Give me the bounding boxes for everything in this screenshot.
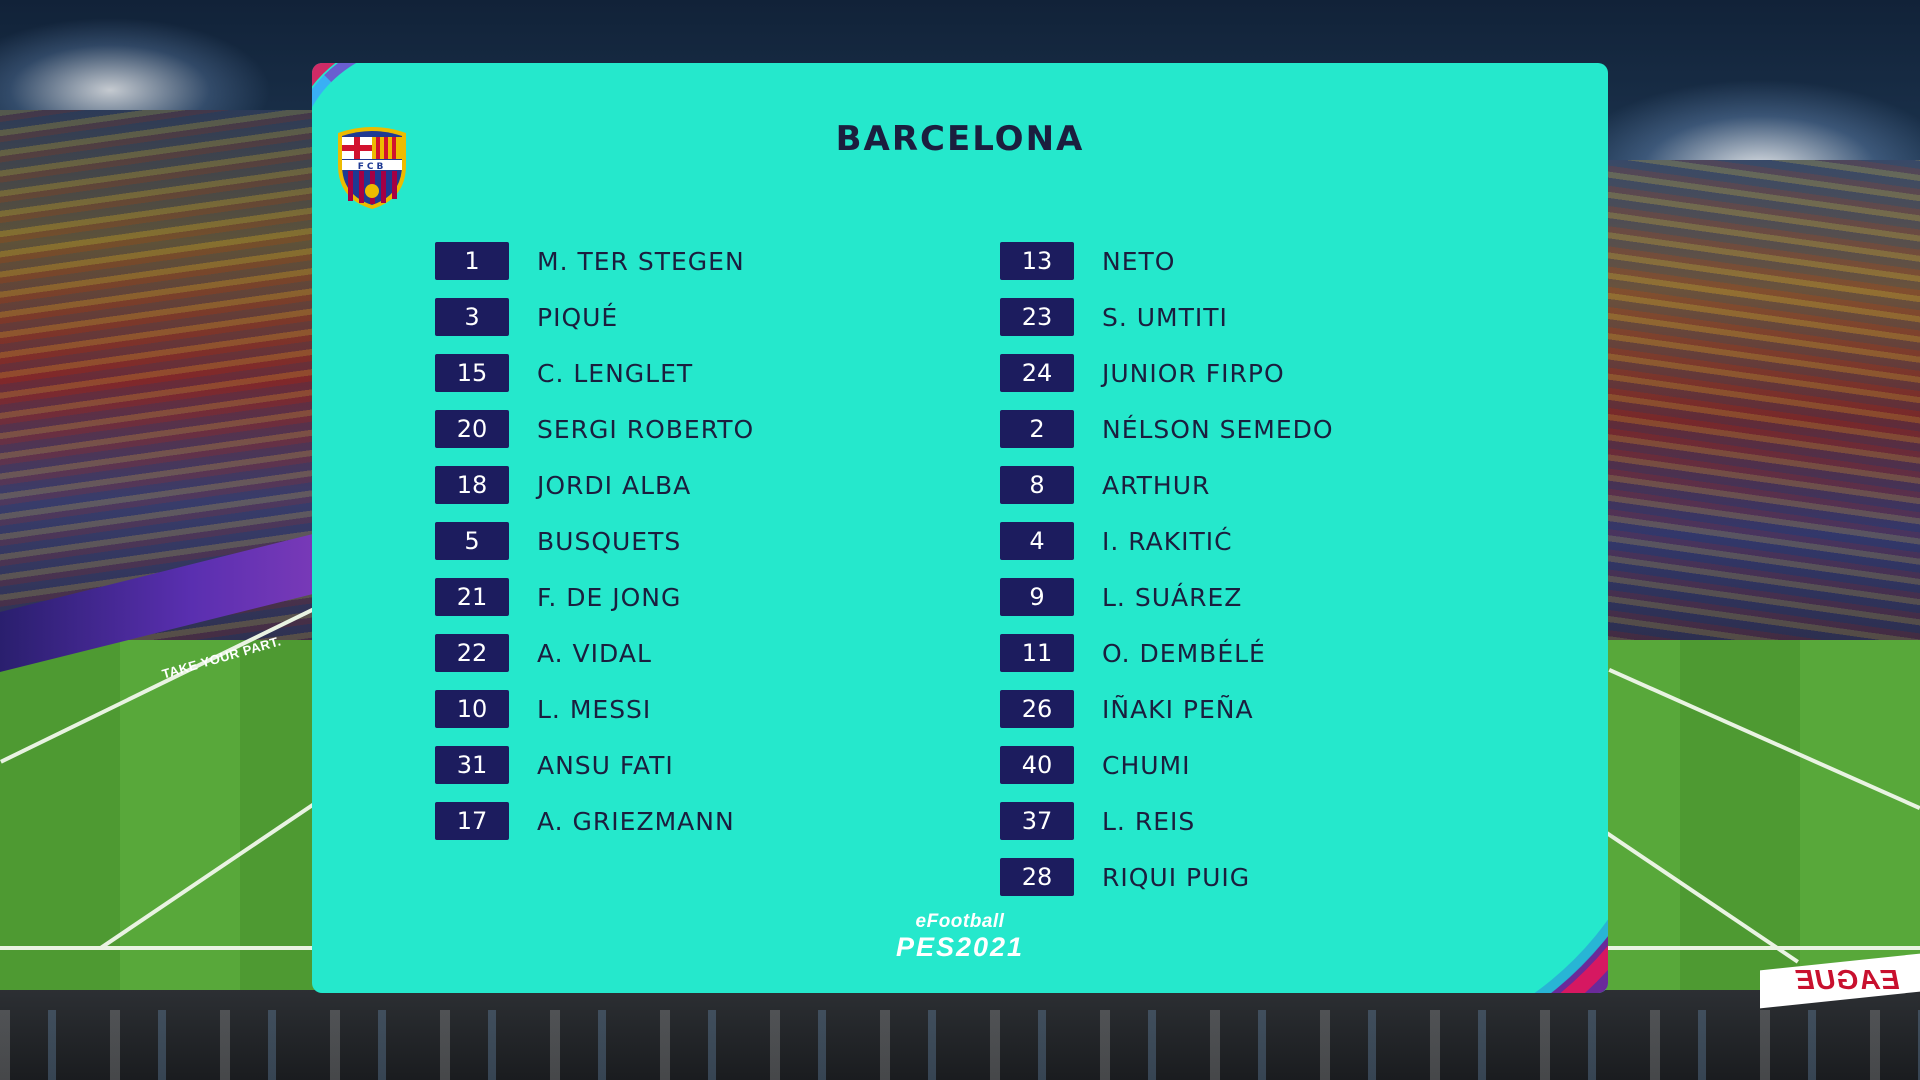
player-row: 26 IÑAKI PEÑA bbox=[1000, 681, 1334, 737]
player-row: 10 L. MESSI bbox=[435, 681, 754, 737]
pes2021-logo-text: PES2021 bbox=[895, 932, 1025, 962]
player-row: 8 ARTHUR bbox=[1000, 457, 1334, 513]
player-number: 31 bbox=[435, 746, 509, 784]
player-name: CHUMI bbox=[1102, 750, 1191, 780]
player-number: 3 bbox=[435, 298, 509, 336]
player-row: 22 A. VIDAL bbox=[435, 625, 754, 681]
player-row: 37 L. REIS bbox=[1000, 793, 1334, 849]
player-number: 18 bbox=[435, 466, 509, 504]
player-number: 4 bbox=[1000, 522, 1074, 560]
player-name: C. LENGLET bbox=[537, 358, 694, 388]
player-number: 37 bbox=[1000, 802, 1074, 840]
player-number: 21 bbox=[435, 578, 509, 616]
player-name: ARTHUR bbox=[1102, 470, 1211, 500]
player-name: PIQUÉ bbox=[537, 302, 619, 332]
player-name: O. DEMBÉLÉ bbox=[1102, 638, 1266, 668]
player-row: 31 ANSU FATI bbox=[435, 737, 754, 793]
player-row: 9 L. SUÁREZ bbox=[1000, 569, 1334, 625]
advertising-board-right-text: EAGUE bbox=[1795, 964, 1900, 995]
player-number: 26 bbox=[1000, 690, 1074, 728]
player-row: 17 A. GRIEZMANN bbox=[435, 793, 754, 849]
stand-right bbox=[1590, 160, 1920, 680]
sideline-crowd bbox=[0, 1010, 1920, 1080]
player-number: 23 bbox=[1000, 298, 1074, 336]
player-number: 22 bbox=[435, 634, 509, 672]
player-name: A. VIDAL bbox=[537, 638, 652, 668]
player-number: 9 bbox=[1000, 578, 1074, 616]
player-row: 15 C. LENGLET bbox=[435, 345, 754, 401]
player-number: 8 bbox=[1000, 466, 1074, 504]
starters-list: 1 M. TER STEGEN 3 PIQUÉ 15 C. LENGLET 20 SERGI … bbox=[435, 233, 754, 849]
player-number: 5 bbox=[435, 522, 509, 560]
player-name: JUNIOR FIRPO bbox=[1102, 358, 1285, 388]
player-name: L. MESSI bbox=[537, 694, 652, 724]
player-row: 2 NÉLSON SEMEDO bbox=[1000, 401, 1334, 457]
player-row: 21 F. DE JONG bbox=[435, 569, 754, 625]
efootball-logo-text: eFootball bbox=[915, 911, 1005, 932]
player-name: A. GRIEZMANN bbox=[537, 806, 735, 836]
player-row: 18 JORDI ALBA bbox=[435, 457, 754, 513]
player-name: F. DE JONG bbox=[537, 582, 682, 612]
player-number: 17 bbox=[435, 802, 509, 840]
touchline-track bbox=[0, 990, 1920, 1080]
player-number: 13 bbox=[1000, 242, 1074, 280]
player-row: 13 NETO bbox=[1000, 233, 1334, 289]
player-number: 1 bbox=[435, 242, 509, 280]
player-name: M. TER STEGEN bbox=[537, 246, 745, 276]
player-name: S. UMTITI bbox=[1102, 302, 1228, 332]
player-row: 11 O. DEMBÉLÉ bbox=[1000, 625, 1334, 681]
crest-lettering: FCB bbox=[358, 162, 387, 172]
club-crest-icon: FCB bbox=[338, 127, 406, 209]
player-name: L. SUÁREZ bbox=[1102, 582, 1243, 612]
player-number: 28 bbox=[1000, 858, 1074, 896]
player-name: NÉLSON SEMEDO bbox=[1102, 414, 1334, 444]
player-name: I. RAKITIĆ bbox=[1102, 526, 1233, 556]
player-row: 4 I. RAKITIĆ bbox=[1000, 513, 1334, 569]
player-number: 2 bbox=[1000, 410, 1074, 448]
pes-logo: eFootball PES2021 bbox=[312, 911, 1608, 961]
player-row: 20 SERGI ROBERTO bbox=[435, 401, 754, 457]
player-number: 11 bbox=[1000, 634, 1074, 672]
player-name: JORDI ALBA bbox=[537, 470, 692, 500]
player-row: 28 RIQUI PUIG bbox=[1000, 849, 1334, 905]
player-row: 3 PIQUÉ bbox=[435, 289, 754, 345]
player-row: 5 BUSQUETS bbox=[435, 513, 754, 569]
substitutes-list: 13 NETO 23 S. UMTITI 24 JUNIOR FIRPO 2 NÉLSON S… bbox=[1000, 233, 1334, 905]
lineup-panel: FCB BARCELONA 1 M. TER STEGEN 3 PIQUÉ 15 C. L… bbox=[312, 63, 1608, 993]
player-number: 24 bbox=[1000, 354, 1074, 392]
player-name: BUSQUETS bbox=[537, 526, 682, 556]
player-number: 20 bbox=[435, 410, 509, 448]
player-number: 40 bbox=[1000, 746, 1074, 784]
player-row: 40 CHUMI bbox=[1000, 737, 1334, 793]
team-name: BARCELONA bbox=[835, 119, 1085, 159]
player-name: ANSU FATI bbox=[537, 750, 674, 780]
player-name: IÑAKI PEÑA bbox=[1102, 694, 1254, 724]
player-number: 15 bbox=[435, 354, 509, 392]
player-name: RIQUI PUIG bbox=[1102, 862, 1251, 892]
player-row: 23 S. UMTITI bbox=[1000, 289, 1334, 345]
player-name: SERGI ROBERTO bbox=[537, 414, 755, 444]
player-name: L. REIS bbox=[1102, 806, 1196, 836]
player-row: 24 JUNIOR FIRPO bbox=[1000, 345, 1334, 401]
player-name: NETO bbox=[1102, 246, 1176, 276]
player-row: 1 M. TER STEGEN bbox=[435, 233, 754, 289]
player-number: 10 bbox=[435, 690, 509, 728]
